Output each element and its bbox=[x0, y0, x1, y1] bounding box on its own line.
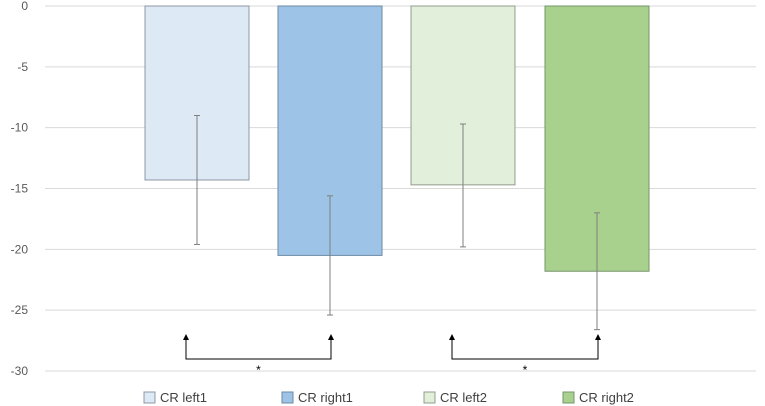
bracket-line bbox=[451, 339, 599, 360]
y-tick-label: -10 bbox=[11, 121, 29, 135]
legend-item: CR left1 bbox=[143, 390, 207, 405]
legend-swatch bbox=[423, 391, 436, 404]
legend-item: CR right1 bbox=[281, 390, 353, 405]
legend-item: CR right2 bbox=[562, 390, 634, 405]
bracket-arrowhead bbox=[449, 334, 455, 340]
error-bar bbox=[594, 212, 600, 331]
y-tick-label: -15 bbox=[11, 182, 29, 196]
legend-swatch bbox=[281, 391, 294, 404]
bracket-line bbox=[185, 339, 332, 360]
significance-bracket: * bbox=[449, 334, 601, 377]
error-bars bbox=[194, 115, 600, 331]
significance-brackets: * * bbox=[183, 334, 601, 377]
legend-item: CR left2 bbox=[423, 390, 487, 405]
significance-bracket: * bbox=[183, 334, 334, 377]
legend-swatch bbox=[562, 391, 575, 404]
bars bbox=[144, 5, 650, 272]
y-tick-label: -30 bbox=[11, 364, 29, 378]
error-bar bbox=[327, 195, 333, 316]
legend: CR left1 CR right1 CR left2 CR right2 bbox=[143, 390, 634, 405]
legend-label: CR right2 bbox=[579, 390, 634, 405]
bracket-arrowhead bbox=[595, 334, 601, 340]
y-tick-label: -20 bbox=[11, 242, 29, 256]
significance-label: * bbox=[523, 363, 528, 377]
error-bar bbox=[194, 115, 200, 245]
y-axis-ticks: 0 -5 -10 -15 -20 -25 -30 bbox=[11, 0, 29, 378]
y-tick-label: -5 bbox=[17, 60, 28, 74]
legend-label: CR left2 bbox=[440, 390, 487, 405]
error-bar bbox=[460, 123, 466, 248]
legend-label: CR left1 bbox=[160, 390, 207, 405]
legend-label: CR right1 bbox=[298, 390, 353, 405]
legend-swatch bbox=[143, 391, 156, 404]
y-tick-label: -25 bbox=[11, 303, 29, 317]
y-tick-label: 0 bbox=[21, 0, 28, 13]
bracket-arrowhead bbox=[328, 334, 334, 340]
significance-label: * bbox=[256, 363, 261, 377]
bracket-arrowhead bbox=[183, 334, 189, 340]
